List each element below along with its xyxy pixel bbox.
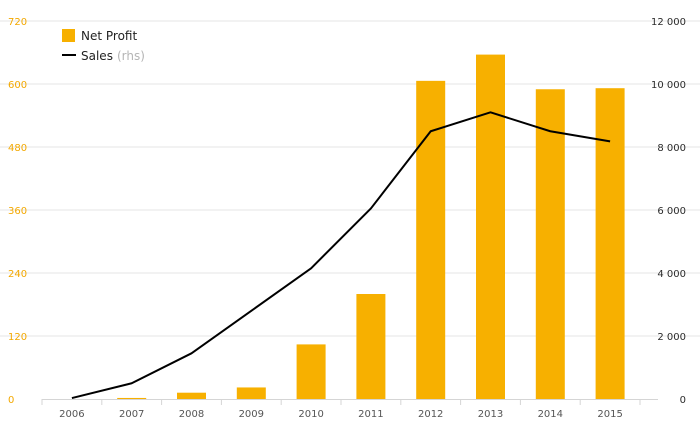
- y-right-tick-label: 12 000: [651, 17, 686, 28]
- y-right-tick-label: 6 000: [657, 206, 686, 217]
- x-tick-label: 2015: [597, 409, 622, 420]
- legend-label-net-profit: Net Profit: [81, 29, 137, 43]
- x-tick-label: 2014: [538, 409, 563, 420]
- axes: 0 120 240 360 480 600 720 0 2 000 4 000 6 000 8 000…: [8, 17, 686, 420]
- bar-net-profit: [535, 89, 565, 399]
- y-right-tick-label: 10 000: [651, 80, 686, 91]
- bar-net-profit: [296, 344, 326, 399]
- y-right-tick-label: 0: [680, 395, 686, 406]
- x-tick-label: 2011: [358, 409, 383, 420]
- bar-net-profit: [177, 392, 206, 399]
- legend-sales-name: Sales: [81, 49, 113, 63]
- bar-net-profit: [416, 80, 446, 399]
- x-tick-label: 2012: [418, 409, 443, 420]
- x-tick-label: 2009: [239, 409, 264, 420]
- y-left-tick-label: 720: [8, 17, 27, 28]
- y-left-tick-label: 360: [8, 206, 27, 217]
- sales-line-layer: [71, 111, 611, 400]
- legend-label-sales: Sales (rhs): [81, 49, 145, 63]
- bar-net-profit: [236, 387, 266, 399]
- y-right-tick-label: 8 000: [657, 143, 686, 154]
- x-tick-label: 2006: [59, 409, 84, 420]
- y-left-tick-label: 600: [8, 80, 27, 91]
- y-right-tick-label: 2 000: [657, 332, 686, 343]
- net-profit-bars: [117, 54, 625, 399]
- sales-line: [71, 111, 611, 400]
- x-tick-label: 2008: [179, 409, 204, 420]
- bar-net-profit: [356, 294, 386, 399]
- bar-net-profit: [476, 54, 505, 399]
- y-left-tick-label: 0: [8, 395, 14, 406]
- legend: Net Profit Sales (rhs): [62, 29, 145, 63]
- y-left-tick-label: 120: [8, 332, 27, 343]
- bar-net-profit: [117, 397, 147, 399]
- x-tick-label: 2010: [298, 409, 323, 420]
- x-tick-label: 2007: [119, 409, 144, 420]
- grid-lines: [0, 20, 700, 337]
- bar-net-profit: [595, 88, 625, 399]
- legend-swatch-net-profit: [62, 29, 75, 42]
- y-right-tick-label: 4 000: [657, 269, 686, 280]
- legend-sales-suffix: (rhs): [117, 49, 145, 63]
- y-left-tick-label: 480: [8, 143, 27, 154]
- y-left-tick-label: 240: [8, 269, 27, 280]
- x-tick-label: 2013: [478, 409, 503, 420]
